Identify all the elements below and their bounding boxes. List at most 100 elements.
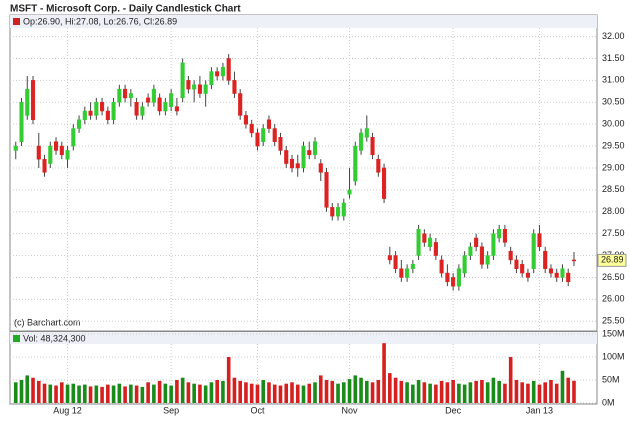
candle-body: [307, 150, 312, 156]
candle-body: [566, 272, 571, 283]
x-tick-label: Aug 12: [53, 405, 82, 415]
volume-bar: [560, 370, 565, 403]
volume-bar: [405, 382, 409, 403]
volume-bar: [370, 382, 375, 403]
y-tick-label: 31.00: [602, 75, 625, 85]
candle-body: [65, 150, 70, 160]
candle-body: [491, 233, 496, 256]
volume-legend: Vol: 48,324,300: [23, 333, 86, 343]
candle-body: [358, 132, 364, 151]
volume-bar: [324, 380, 329, 403]
x-tick-label: Oct: [250, 405, 265, 415]
candle-body: [514, 259, 519, 269]
candle-body: [146, 97, 151, 103]
candle-body: [261, 128, 266, 142]
volume-bar: [485, 382, 490, 403]
volume-bar: [255, 384, 260, 403]
volume-bar: [416, 380, 421, 403]
candle-body: [71, 128, 76, 147]
candle-body: [255, 132, 260, 147]
volume-bar: [36, 380, 41, 403]
candle-body: [554, 272, 559, 278]
y-tick-label: 28.00: [602, 206, 625, 216]
volume-bar: [261, 380, 266, 403]
last-price-label: 26.89: [601, 255, 624, 265]
candle-body: [387, 255, 392, 261]
price-legend: Op:26.90, Hi:27.08, Lo:26.76, Cl:26.89: [23, 16, 177, 26]
candle-body: [48, 145, 53, 164]
y-tick-label: 25.50: [602, 316, 625, 326]
candle-body: [272, 128, 277, 142]
volume-bar: [439, 380, 444, 403]
y-tick-label: 27.50: [602, 228, 625, 238]
candle-body: [100, 102, 105, 112]
y-tick-label: 50M: [602, 374, 620, 384]
volume-bar: [468, 382, 473, 403]
candle-body: [226, 58, 231, 81]
candle-body: [134, 102, 139, 116]
volume-bar: [457, 383, 461, 403]
volume-bar: [267, 382, 271, 403]
volume-bar: [83, 384, 87, 403]
volume-bar: [221, 380, 225, 403]
candle-body: [393, 255, 398, 269]
y-tick-label: 28.50: [602, 184, 625, 194]
candle-body: [25, 88, 30, 116]
candle-body: [474, 237, 479, 248]
volume-bar: [111, 385, 116, 403]
candle-body: [128, 93, 133, 99]
x-tick-label: Sep: [163, 405, 179, 415]
y-tick-label: 26.50: [602, 272, 625, 282]
volume-bar: [31, 377, 35, 403]
volume-bar: [318, 375, 323, 403]
volume-bar: [388, 373, 392, 403]
candle-body: [439, 259, 444, 274]
candle-body: [192, 84, 197, 90]
candle-body: [312, 141, 318, 156]
volume-bar: [249, 383, 254, 403]
volume-bar: [497, 380, 501, 403]
volume-bar: [295, 384, 300, 403]
candle-body: [376, 158, 381, 173]
volume-bar: [399, 380, 404, 403]
x-tick-label: Jan 13: [526, 405, 553, 415]
candle-body: [243, 115, 249, 125]
candle-body: [266, 119, 272, 129]
volume-bar: [411, 384, 415, 403]
volume-bar: [376, 380, 381, 403]
volume-bar: [543, 382, 548, 403]
volume-bar: [19, 380, 24, 403]
volume-bar: [203, 385, 208, 403]
candle-body: [318, 163, 323, 173]
candle-body: [82, 110, 87, 121]
candle-body: [105, 110, 110, 121]
x-tick-label: Dec: [445, 405, 462, 415]
candle-body: [382, 167, 387, 199]
candle-body: [520, 264, 525, 274]
volume-bar: [209, 382, 214, 403]
price-panel: [9, 14, 598, 332]
y-tick-label: 32.00: [602, 31, 625, 41]
legend-icon: [13, 335, 20, 342]
volume-bar: [393, 377, 398, 403]
candle-body: [353, 145, 358, 182]
y-tick-label: 29.00: [602, 162, 625, 172]
y-tick-label: 100M: [602, 351, 625, 361]
candle-body: [140, 106, 145, 116]
volume-bar: [198, 384, 202, 403]
candle-body: [209, 71, 214, 85]
volume-bar: [54, 385, 58, 403]
candle-body: [335, 207, 341, 217]
volume-bar: [140, 386, 145, 403]
volume-bar: [537, 384, 542, 403]
volume-bar: [474, 380, 478, 403]
volume-bar: [13, 382, 18, 403]
candle-body: [445, 272, 450, 283]
volume-bar: [336, 383, 340, 403]
candle-body: [537, 233, 542, 248]
y-tick-label: 31.50: [602, 53, 625, 63]
candle-body: [405, 268, 410, 278]
volume-bar: [100, 386, 104, 403]
candle-body: [531, 233, 536, 269]
candle-body: [232, 80, 237, 94]
